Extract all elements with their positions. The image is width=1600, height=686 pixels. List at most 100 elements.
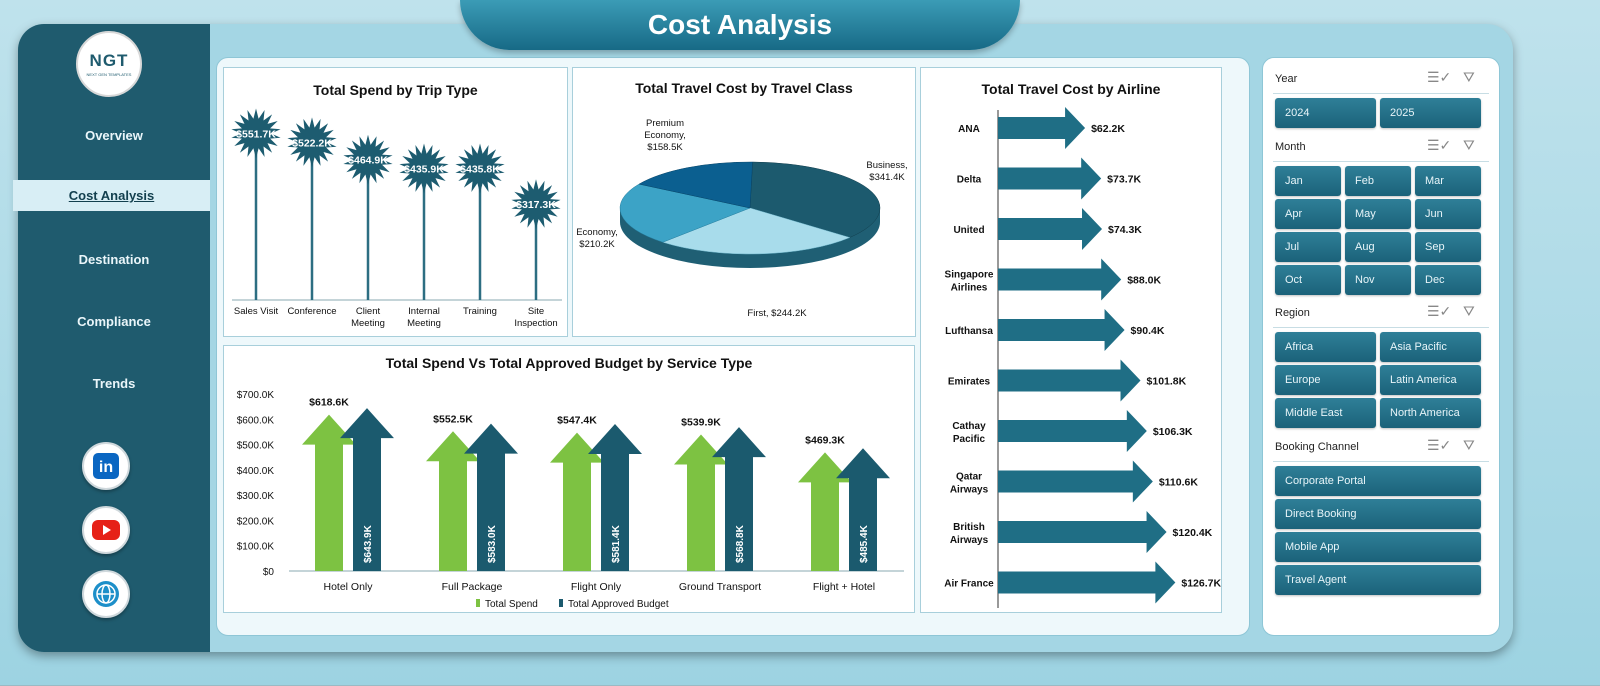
linkedin-button[interactable]: in <box>82 442 130 490</box>
airline-panel: Total Travel Cost by Airline $62.2K ANA $7… <box>920 67 1222 613</box>
month-filter-apr[interactable]: Apr <box>1275 199 1341 229</box>
bar-arrow <box>998 157 1102 200</box>
data-label: $522.2K <box>292 137 332 149</box>
region-filter-north-america[interactable]: North America <box>1380 398 1481 428</box>
region-slicer-controls: ☰✓ ⛛ <box>1427 303 1475 320</box>
nav-trends[interactable]: Trends <box>92 376 136 391</box>
youtube-icon <box>92 520 120 540</box>
y-tick-label: $100.0K <box>237 542 275 553</box>
spend-arrow <box>550 432 604 571</box>
y-tick-label: $300.0K <box>237 491 275 502</box>
y-tick-label: Airways <box>950 535 989 546</box>
data-label: $101.8K <box>1147 376 1187 388</box>
month-filter-may[interactable]: May <box>1345 199 1411 229</box>
booking-channel-filter-direct-booking[interactable]: Direct Booking <box>1275 499 1481 529</box>
month-filter-nov[interactable]: Nov <box>1345 265 1411 295</box>
booking-channel-slicer-controls: ☰✓ ⛛ <box>1427 437 1475 454</box>
bar-arrow <box>998 359 1141 402</box>
data-label: $73.7K <box>1107 174 1141 186</box>
clear-filter-icon[interactable]: ⛛ <box>1462 137 1475 153</box>
data-label: $485.4K <box>859 524 870 563</box>
y-tick-label: Delta <box>957 175 982 186</box>
region-filter-latin-america[interactable]: Latin America <box>1380 365 1481 395</box>
bar-marker <box>455 143 505 194</box>
multi-select-icon[interactable]: ☰✓ <box>1427 69 1452 85</box>
sidebar: NGT NEXT GEN TEMPLATES Overview Cost Ana… <box>13 24 210 652</box>
nav-destination[interactable]: Destination <box>78 252 150 267</box>
multi-select-icon[interactable]: ☰✓ <box>1427 437 1452 453</box>
month-filter-aug[interactable]: Aug <box>1345 232 1411 262</box>
booking-channel-filter-corporate-portal[interactable]: Corporate Portal <box>1275 466 1481 496</box>
booking-channel-filter-travel-agent[interactable]: Travel Agent <box>1275 565 1481 595</box>
bar-arrow <box>998 561 1176 604</box>
bar-arrow <box>998 258 1122 301</box>
divider <box>1273 461 1489 462</box>
nav-cost-analysis[interactable]: Cost Analysis <box>13 180 210 211</box>
svg-text:in: in <box>99 459 113 476</box>
x-tick-label: Ground Transport <box>679 581 761 593</box>
bar-arrow <box>998 460 1153 503</box>
spend-arrow <box>302 414 356 571</box>
y-tick-label: $700.0K <box>237 390 275 401</box>
clear-filter-icon[interactable]: ⛛ <box>1462 303 1475 319</box>
month-filter-feb[interactable]: Feb <box>1345 166 1411 196</box>
website-button[interactable] <box>82 570 130 618</box>
month-filter-jan[interactable]: Jan <box>1275 166 1341 196</box>
multi-select-icon[interactable]: ☰✓ <box>1427 303 1452 319</box>
linkedin-icon: in <box>93 453 119 479</box>
x-tick-label: Full Package <box>442 581 503 593</box>
region-filter-asia-pacific[interactable]: Asia Pacific <box>1380 332 1481 362</box>
filter-panel: Year ☰✓ ⛛ 2024 2025 Month ☰✓ ⛛ Jan Feb Mar Apr May… <box>1262 57 1500 636</box>
y-tick-label: $200.0K <box>237 516 275 527</box>
data-label: $435.8K <box>460 163 500 175</box>
month-filter-dec[interactable]: Dec <box>1415 265 1481 295</box>
y-tick-label: Pacific <box>953 434 986 445</box>
month-filter-jun[interactable]: Jun <box>1415 199 1481 229</box>
nav-compliance[interactable]: Compliance <box>77 314 151 329</box>
data-label: $469.3K <box>805 434 845 446</box>
clear-filter-icon[interactable]: ⛛ <box>1462 69 1475 85</box>
region-filter-europe[interactable]: Europe <box>1275 365 1376 395</box>
slice-label: Economy, <box>576 227 618 238</box>
divider <box>1273 93 1489 94</box>
trip-type-chart: $551.7K Sales Visit $522.2K Conference $464.… <box>231 108 562 329</box>
clear-filter-icon[interactable]: ⛛ <box>1462 437 1475 453</box>
data-label: $583.0K <box>487 524 498 563</box>
data-label: $464.9K <box>348 155 388 167</box>
month-filter-jul[interactable]: Jul <box>1275 232 1341 262</box>
data-label: $317.3K <box>516 199 556 211</box>
legend: Total Spend Total Approved Budget <box>476 599 669 610</box>
service-type-panel: Total Spend Vs Total Approved Budget by … <box>223 345 915 613</box>
pie-slice <box>638 161 753 209</box>
data-label: $90.4K <box>1131 325 1165 337</box>
legend-swatch <box>559 599 563 607</box>
bar-marker <box>399 143 449 194</box>
data-label: $74.3K <box>1108 224 1142 236</box>
y-tick-label: Air France <box>944 579 994 590</box>
nav-overview[interactable]: Overview <box>85 128 143 143</box>
y-tick-label: ANA <box>958 124 980 135</box>
trip-type-panel: Total Spend by Trip Type $551.7K Sales Vi… <box>223 67 568 337</box>
youtube-button[interactable] <box>82 506 130 554</box>
month-filter-oct[interactable]: Oct <box>1275 265 1341 295</box>
month-filter-mar[interactable]: Mar <box>1415 166 1481 196</box>
region-filter-middle-east[interactable]: Middle East <box>1275 398 1376 428</box>
service-type-chart: $700.0K $600.0K $500.0K $400.0K $300.0K $200.… <box>237 390 904 610</box>
year-filter-2024[interactable]: 2024 <box>1275 98 1376 128</box>
trip-type-title: Total Spend by Trip Type <box>313 82 478 98</box>
year-filter-2025[interactable]: 2025 <box>1380 98 1481 128</box>
multi-select-icon[interactable]: ☰✓ <box>1427 137 1452 153</box>
region-filter-africa[interactable]: Africa <box>1275 332 1376 362</box>
pie-slice <box>749 161 881 238</box>
budget-arrow <box>464 423 518 571</box>
slice-label: Business, <box>866 160 907 171</box>
y-tick-label: British <box>953 522 985 533</box>
slice-label: Economy, <box>644 130 686 141</box>
month-filter-sep[interactable]: Sep <box>1415 232 1481 262</box>
bar-marker <box>287 117 337 168</box>
bar-arrow <box>998 309 1125 351</box>
year-slicer-controls: ☰✓ ⛛ <box>1427 69 1475 86</box>
booking-channel-filter-mobile-app[interactable]: Mobile App <box>1275 532 1481 562</box>
y-tick-label: Emirates <box>948 377 991 388</box>
data-label: $547.4K <box>557 415 597 427</box>
